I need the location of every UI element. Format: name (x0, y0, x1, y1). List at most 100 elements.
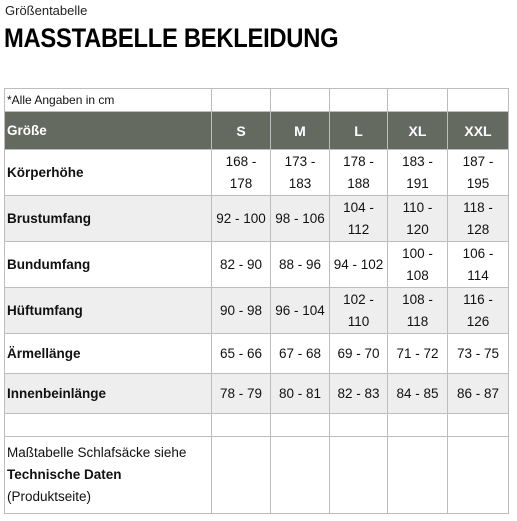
empty-cell (387, 413, 448, 437)
measurement-value: 126 (466, 313, 490, 329)
measurement-cell: 102 - 110 (329, 287, 388, 334)
measurement-cell: 96 - 104 (270, 287, 330, 334)
measurement-cell: 187 - 195 (447, 149, 509, 196)
measurement-cell: 65 - 66 (211, 333, 271, 374)
row-label: Körperhöhe (4, 149, 212, 196)
row-label: Bundumfang (4, 241, 212, 288)
empty-cell (211, 88, 271, 112)
table-row: Innenbeinlänge 78 - 79 80 - 81 82 - 83 84 - … (4, 373, 509, 414)
measurement-value: 118 - (463, 199, 493, 215)
technical-data-link[interactable]: Technische Daten (7, 467, 122, 482)
measurement-cell: 108 - 118 (387, 287, 448, 334)
measurement-cell: 90 - 98 (211, 287, 271, 334)
measurement-value: 100 - (402, 245, 433, 261)
measurement-value: 108 (406, 267, 429, 283)
measurement-value: 82 - 83 (337, 385, 380, 401)
measurement-value: 112 (347, 221, 370, 237)
page-title: MASSTABELLE BEKLEIDUNG (4, 23, 339, 53)
size-header-s: S (211, 111, 271, 150)
header-row: Größe S M L XL XXL (4, 111, 509, 150)
table-row: Brustumfang 92 - 100 98 - 106 104 - 112 110 -… (4, 195, 509, 242)
row-label: Innenbeinlänge (4, 373, 212, 414)
measurement-value: 120 (406, 221, 429, 237)
page-subtitle: Größentabelle (5, 3, 88, 18)
measurement-value: 67 - 68 (278, 345, 322, 361)
note-row: *Alle Angaben in cm (4, 88, 509, 112)
spacer-row (4, 413, 509, 437)
empty-cell (270, 413, 330, 437)
measurement-value: 102 - (343, 291, 374, 307)
measurement-value: 173 - (284, 153, 316, 169)
measurement-value: 104 - (343, 199, 374, 215)
measurement-cell: 118 - 128 (447, 195, 509, 242)
empty-cell (387, 88, 448, 112)
measurement-cell: 104 - 112 (329, 195, 388, 242)
empty-cell (329, 413, 388, 437)
measurement-value: 183 (288, 175, 312, 191)
measurement-value: 116 - (463, 291, 493, 307)
measurement-cell: 94 - 102 (329, 241, 388, 288)
measurement-cell: 80 - 81 (270, 373, 330, 414)
measurement-value: 195 (466, 175, 490, 191)
row-label: Hüftumfang (4, 287, 212, 334)
row-label: Brustumfang (4, 195, 212, 242)
measurement-cell: 173 - 183 (270, 149, 330, 196)
measurement-value: 94 - 102 (333, 256, 384, 272)
size-header-xxl: XXL (447, 111, 509, 150)
empty-cell (4, 413, 212, 437)
measurement-value: 114 (467, 267, 489, 283)
measurement-cell: 78 - 79 (211, 373, 271, 414)
empty-cell (447, 436, 509, 514)
measurement-cell: 67 - 68 (270, 333, 330, 374)
measurement-value: 178 (229, 175, 253, 191)
empty-cell (329, 88, 388, 112)
measurement-value: 110 (347, 313, 370, 329)
size-header-xl: XL (387, 111, 448, 150)
measurement-cell: 106 - 114 (447, 241, 509, 288)
measurement-value: 73 - 75 (456, 345, 500, 361)
measurement-value: 110 - (402, 199, 433, 215)
measurement-value: 118 (406, 313, 429, 329)
measurement-value: 71 - 72 (396, 345, 439, 361)
measurement-value: 128 (466, 221, 490, 237)
measurement-cell: 82 - 90 (211, 241, 271, 288)
measurement-cell: 82 - 83 (329, 373, 388, 414)
size-header-l: L (329, 111, 388, 150)
empty-cell (447, 88, 509, 112)
measurement-value: 106 - (462, 245, 494, 261)
size-table: *Alle Angaben in cm Größe S M L XL XXL K… (4, 88, 509, 514)
measurement-value: 178 - (343, 153, 374, 169)
measurement-cell: 84 - 85 (387, 373, 448, 414)
measurement-cell: 98 - 106 (270, 195, 330, 242)
sleeping-bag-note: Maßtabelle Schlafsäcke siehe Technische D… (4, 436, 212, 514)
measurement-value: 80 - 81 (278, 385, 322, 401)
measurement-cell: 92 - 100 (211, 195, 271, 242)
measurement-cell: 86 - 87 (447, 373, 509, 414)
table-row: Bundumfang 82 - 90 88 - 96 94 - 102 100 - 108… (4, 241, 509, 288)
measurement-cell: 110 - 120 (387, 195, 448, 242)
measurement-cell: 100 - 108 (387, 241, 448, 288)
measurement-cell: 168 - 178 (211, 149, 271, 196)
measurement-cell: 116 - 126 (447, 287, 509, 334)
measurement-cell: 183 - 191 (387, 149, 448, 196)
empty-cell (387, 436, 448, 514)
measurement-cell: 73 - 75 (447, 333, 509, 374)
measurement-value: 168 - (225, 153, 257, 169)
row-label: Ärmellänge (4, 333, 212, 374)
measurement-cell: 178 - 188 (329, 149, 388, 196)
measurement-value: 86 - 87 (456, 385, 500, 401)
empty-cell (211, 413, 271, 437)
measurement-value: 88 - 96 (278, 256, 322, 272)
measurement-value: 96 - 104 (275, 302, 325, 318)
measurement-value: 90 - 98 (219, 302, 263, 318)
table-row: Hüftumfang 90 - 98 96 - 104 102 - 110 108 - 11… (4, 287, 509, 334)
measurement-cell: 88 - 96 (270, 241, 330, 288)
measurement-cell: 71 - 72 (387, 333, 448, 374)
footer-line-3: (Produktseite) (7, 489, 92, 504)
measurement-value: 188 (347, 175, 370, 191)
table-row: Ärmellänge 65 - 66 67 - 68 69 - 70 71 - 72 73… (4, 333, 509, 374)
footer-row: Maßtabelle Schlafsäcke siehe Technische D… (4, 436, 509, 514)
measurement-value: 78 - 79 (219, 385, 263, 401)
measurement-value: 98 - 106 (275, 210, 325, 226)
